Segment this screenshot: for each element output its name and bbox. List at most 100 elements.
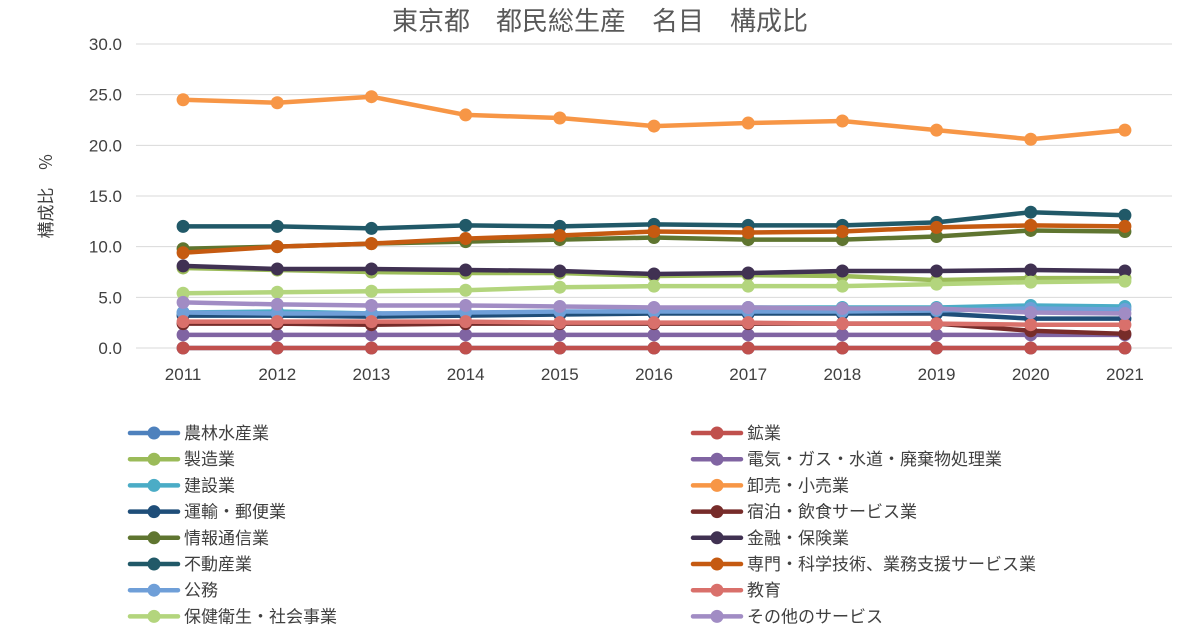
data-point	[1118, 341, 1132, 355]
data-point	[741, 116, 755, 130]
legend-item: 保健衛生・社会事業	[127, 607, 337, 627]
y-axis-ticks: 0.0 5.0 10.0 15.0 20.0 25.0 30.0	[89, 35, 122, 358]
data-point	[364, 262, 378, 276]
data-point	[270, 341, 284, 355]
data-point	[1024, 306, 1038, 320]
data-point	[930, 301, 944, 315]
legend-label: 宿泊・飲食サービス業	[747, 503, 917, 523]
data-point	[364, 90, 378, 104]
legend-item: 建設業	[127, 476, 235, 496]
y-tick-label: 10.0	[89, 238, 122, 257]
legend-label: 公務	[184, 581, 218, 601]
data-point	[176, 93, 190, 107]
legend-item: その他のサービス	[690, 607, 883, 627]
data-point	[647, 224, 661, 238]
data-point	[1118, 274, 1132, 288]
data-point	[930, 328, 944, 342]
series-5	[176, 90, 1132, 146]
legend-item: 金融・保険業	[690, 529, 849, 549]
data-point	[1118, 318, 1132, 332]
data-point	[553, 341, 567, 355]
legend-swatch-marker	[147, 557, 161, 571]
data-point	[553, 264, 567, 278]
y-tick-label: 25.0	[89, 86, 122, 105]
legend-swatch-marker	[147, 609, 161, 623]
data-point	[741, 225, 755, 239]
chart-title: 東京都 都民総生産 名目 構成比	[392, 7, 808, 37]
data-point	[176, 328, 190, 342]
data-point	[930, 264, 944, 278]
legend-item: 情報通信業	[127, 529, 269, 549]
data-point	[459, 108, 473, 122]
x-tick-label: 2012	[258, 365, 296, 384]
data-point	[364, 221, 378, 235]
legend-item: 宿泊・飲食サービス業	[690, 503, 917, 523]
data-point	[835, 114, 849, 128]
legend-swatch-marker	[147, 478, 161, 492]
data-point	[741, 300, 755, 314]
legend-label: 運輸・郵便業	[184, 503, 286, 523]
legend-label: 保健衛生・社会事業	[184, 607, 337, 627]
y-tick-label: 15.0	[89, 187, 122, 206]
legend-label: 情報通信業	[184, 529, 269, 549]
data-point	[835, 317, 849, 331]
legend-label: 製造業	[184, 450, 235, 470]
data-point	[270, 315, 284, 329]
legend-swatch-marker	[147, 583, 161, 597]
data-point	[176, 295, 190, 309]
legend-label: 教育	[747, 581, 781, 601]
data-point	[835, 341, 849, 355]
x-tick-label: 2017	[729, 365, 767, 384]
data-point	[741, 316, 755, 330]
data-point	[835, 301, 849, 315]
legend-swatch-marker	[710, 531, 724, 545]
data-point	[364, 328, 378, 342]
series-line	[180, 94, 1128, 142]
data-point	[835, 328, 849, 342]
data-point	[459, 341, 473, 355]
data-point	[647, 341, 661, 355]
data-point	[553, 229, 567, 243]
legend-swatch-marker	[147, 452, 161, 466]
data-point	[930, 123, 944, 137]
x-tick-label: 2016	[635, 365, 673, 384]
data-point	[176, 286, 190, 300]
data-point	[364, 237, 378, 251]
legend-swatch-marker	[710, 478, 724, 492]
data-point	[930, 230, 944, 244]
data-point	[459, 315, 473, 329]
data-point	[270, 285, 284, 299]
legend-item: 鉱業	[690, 424, 781, 444]
data-point	[1118, 307, 1132, 321]
x-tick-label: 2020	[1012, 365, 1050, 384]
data-point	[647, 267, 661, 281]
series-9	[176, 259, 1132, 281]
data-point	[459, 328, 473, 342]
data-point	[1118, 327, 1132, 341]
legend-label: 卸売・小売業	[747, 476, 849, 496]
data-point	[270, 297, 284, 311]
data-point	[176, 259, 190, 273]
legend-swatch-marker	[147, 426, 161, 440]
data-point	[1024, 263, 1038, 277]
data-point	[835, 264, 849, 278]
data-point	[176, 246, 190, 260]
legend-swatch-marker	[710, 609, 724, 623]
data-point	[459, 263, 473, 277]
data-point	[647, 119, 661, 133]
data-point	[1118, 208, 1132, 222]
legend-label: 電気・ガス・水道・廃棄物処理業	[747, 450, 1002, 470]
legend-item: 公務	[127, 581, 218, 601]
data-point	[553, 316, 567, 330]
data-point	[364, 315, 378, 329]
data-point	[176, 219, 190, 233]
data-point	[553, 111, 567, 125]
data-point	[459, 218, 473, 232]
legend-item: 教育	[690, 581, 781, 601]
data-point	[1024, 205, 1038, 219]
data-point	[270, 328, 284, 342]
legend-item: 電気・ガス・水道・廃棄物処理業	[690, 450, 1002, 470]
data-point	[176, 341, 190, 355]
